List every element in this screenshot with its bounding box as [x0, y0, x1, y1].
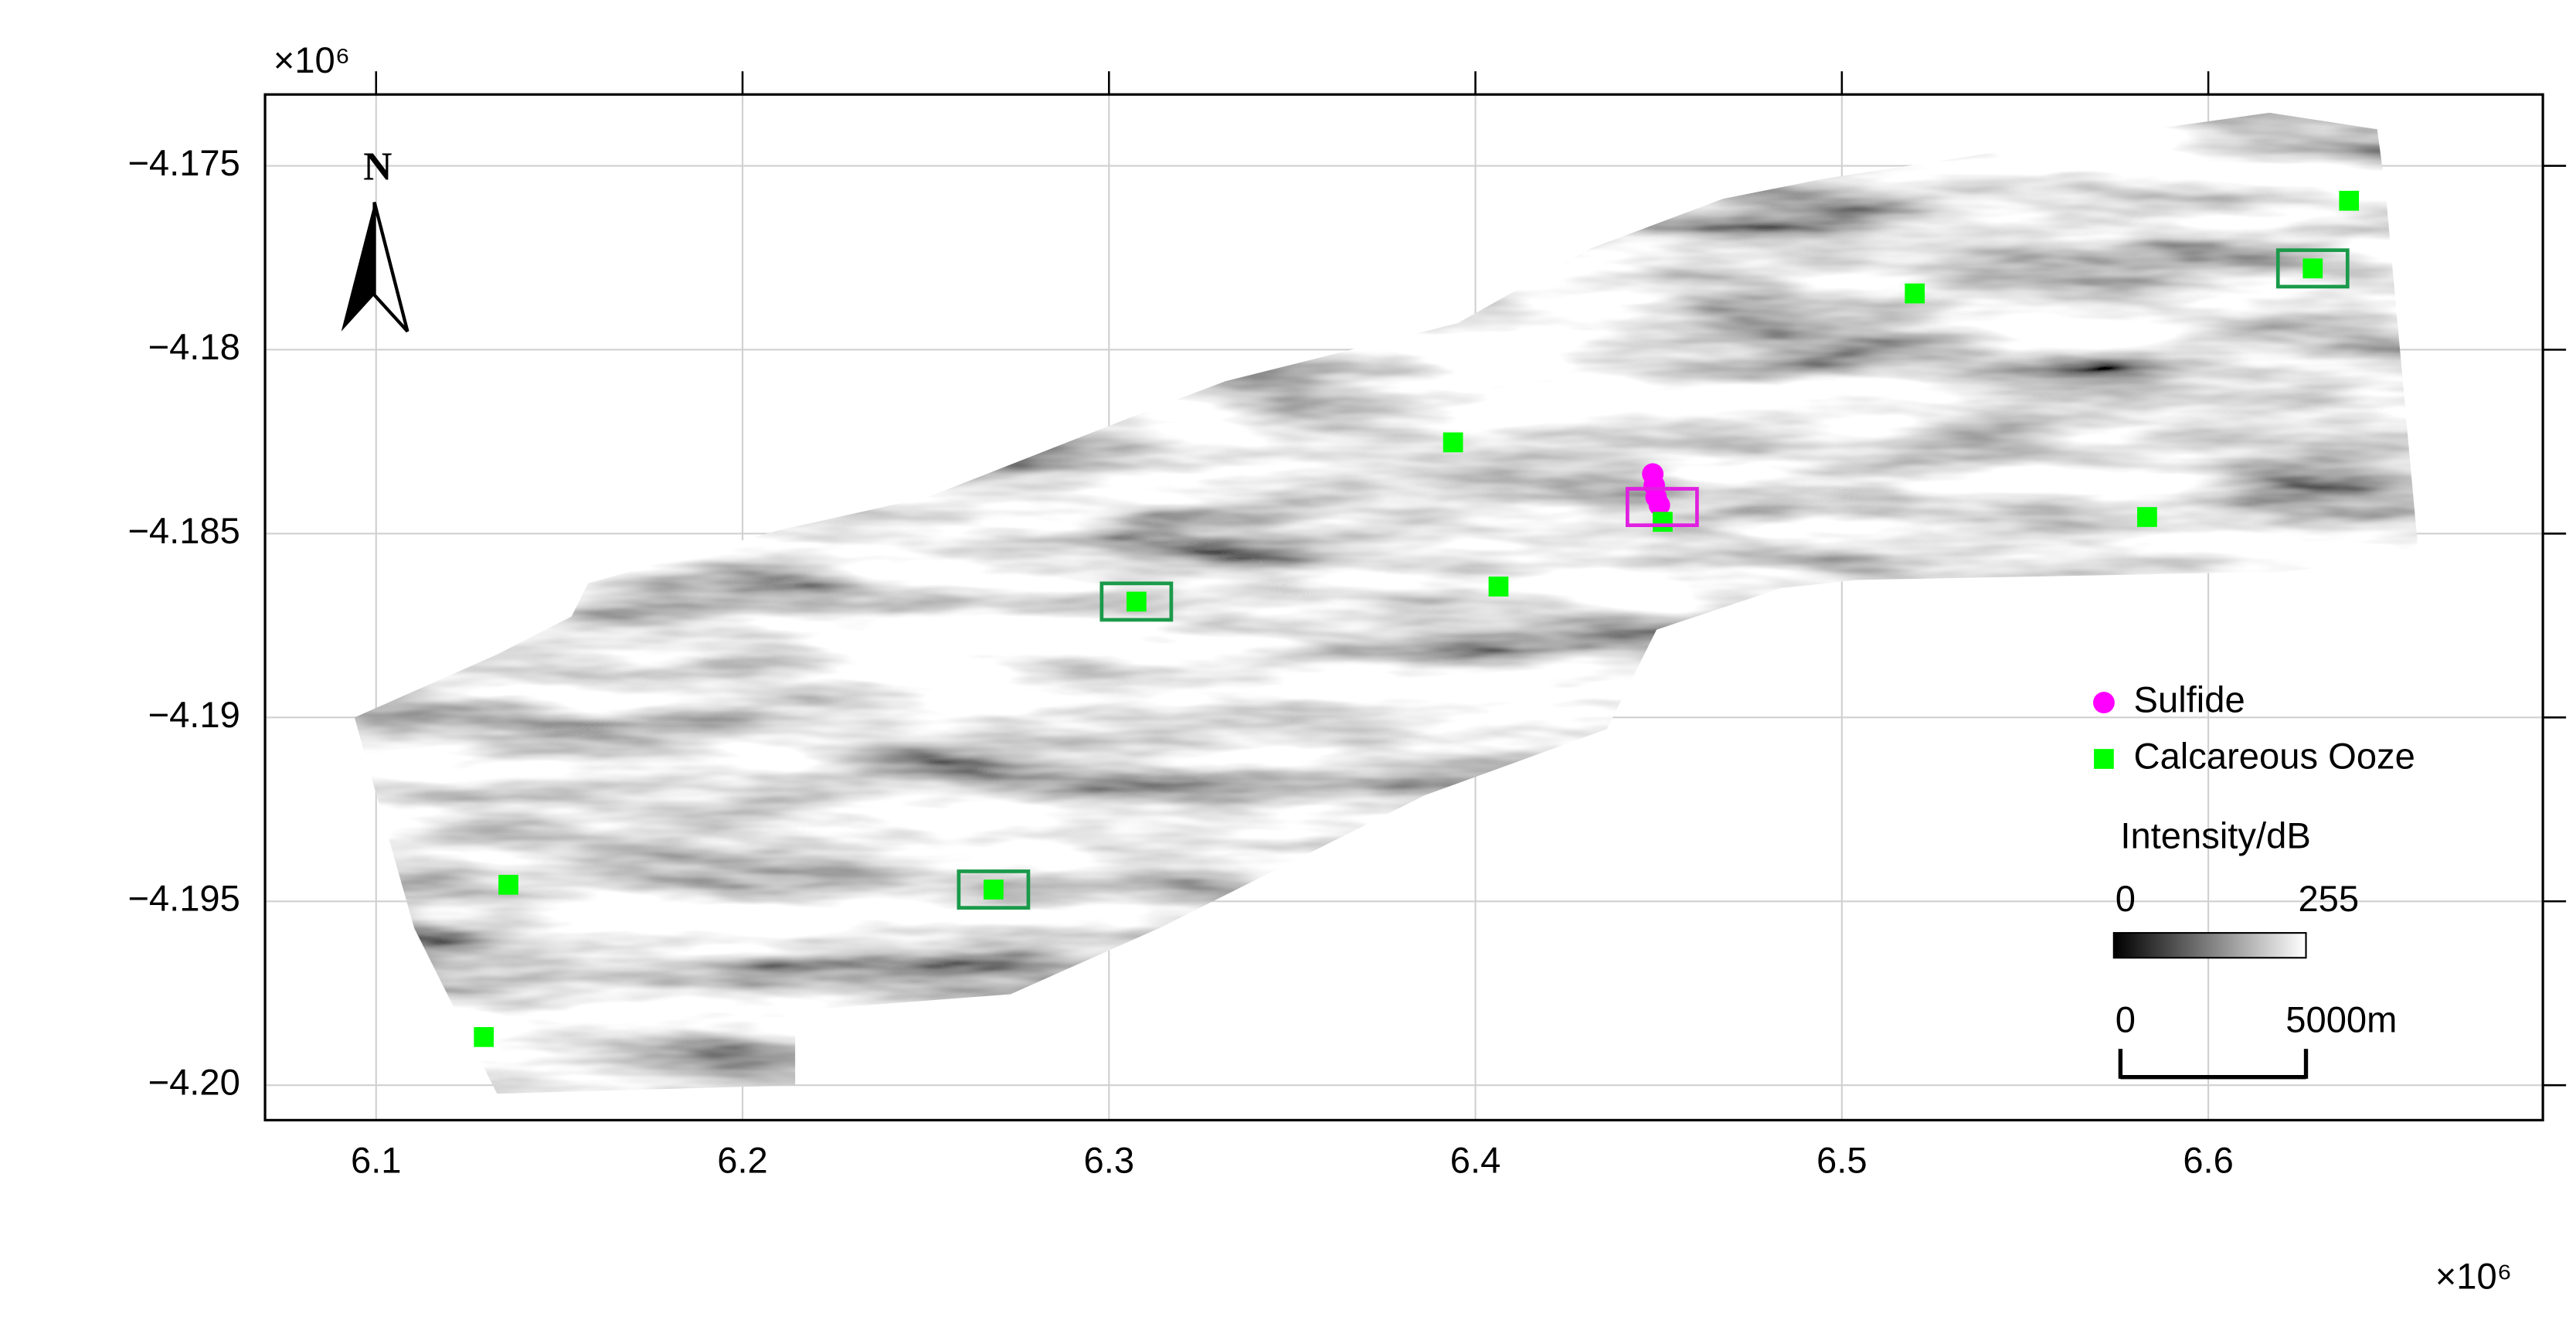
x-tick-label: 6.1 — [351, 1140, 402, 1181]
colorbar-label: Intensity/dB — [2120, 815, 2310, 856]
x-tick-label: 6.5 — [1816, 1140, 1867, 1181]
marker — [984, 879, 1004, 900]
marker — [1127, 591, 1147, 612]
scale-label: 5000m — [2285, 999, 2397, 1039]
marker — [498, 874, 518, 895]
y-tick-label: −4.20 — [148, 1062, 240, 1103]
marker — [1653, 512, 1673, 532]
north-label: N — [363, 145, 392, 189]
x-multiplier: ×10⁶ — [2435, 1256, 2512, 1297]
y-tick-label: −4.19 — [148, 694, 240, 735]
highlight-box — [1625, 487, 1699, 527]
highlight-box — [1099, 581, 1174, 622]
x-tick-label: 6.2 — [717, 1140, 768, 1181]
legend-label: Sulfide — [2134, 679, 2245, 720]
x-tick-label: 6.4 — [1450, 1140, 1501, 1181]
y-tick-label: −4.185 — [127, 510, 240, 551]
highlight-box — [957, 869, 1031, 910]
legend-marker — [2093, 692, 2115, 714]
y-tick-label: −4.18 — [148, 326, 240, 367]
marker — [2339, 190, 2360, 211]
legend-label: Calcareous Ooze — [2134, 735, 2415, 776]
scale-label: 0 — [2116, 999, 2136, 1039]
legend: Sulfide Calcareous Ooze — [2093, 679, 2415, 776]
marker — [474, 1026, 494, 1047]
y-tick-label: −4.195 — [127, 878, 240, 919]
x-tick-label: 6.6 — [2183, 1140, 2234, 1181]
north-arrow-right — [372, 202, 410, 333]
highlight-box — [2275, 248, 2350, 289]
plot-frame — [263, 93, 2544, 1122]
marker — [1648, 494, 1670, 516]
colorbar — [2112, 932, 2307, 959]
marker — [2302, 258, 2323, 279]
legend-marker — [2094, 749, 2114, 769]
y-multiplier: ×10⁶ — [274, 39, 350, 80]
colorbar-and-scale: Intensity/dB 0 255 0 5000m — [2112, 815, 2397, 1080]
y-tick-label: −4.175 — [127, 142, 240, 183]
marker — [2137, 507, 2157, 527]
marker — [1905, 283, 1925, 304]
colorbar-tick-label: 255 — [2298, 878, 2359, 919]
marker — [1443, 432, 1463, 453]
marks — [474, 190, 2360, 1047]
marker — [1488, 577, 1509, 597]
colorbar-tick-label: 0 — [2116, 878, 2136, 919]
x-tick-label: 6.3 — [1084, 1140, 1135, 1181]
